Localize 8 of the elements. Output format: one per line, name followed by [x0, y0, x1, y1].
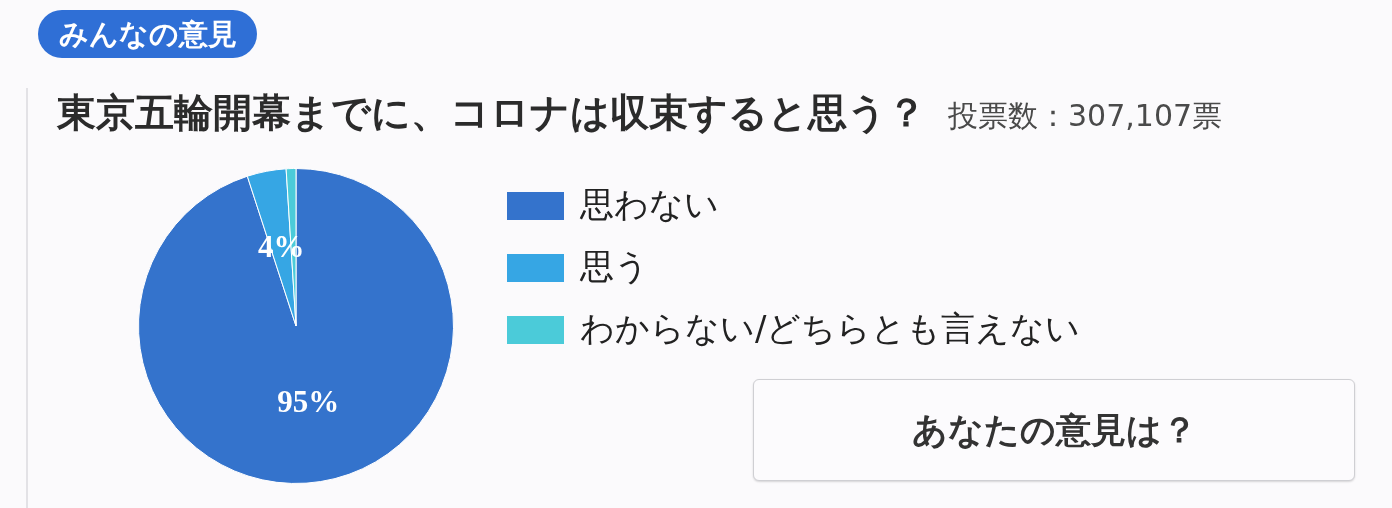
legend-label: 思わない [579, 183, 719, 224]
legend-label: わからない/どちらとも言えない [580, 307, 1081, 348]
chart-subtitle: 投票数：307,107票 [948, 98, 1223, 133]
label-badge: みんなの意見 [38, 10, 257, 58]
data-label: 95% [277, 383, 340, 419]
legend-label: 思う [579, 245, 649, 286]
chart-title: 東京五輪開幕までに、コロナは収束すると思う？ [57, 90, 926, 135]
button: あなたの意見は？ [753, 379, 1355, 481]
